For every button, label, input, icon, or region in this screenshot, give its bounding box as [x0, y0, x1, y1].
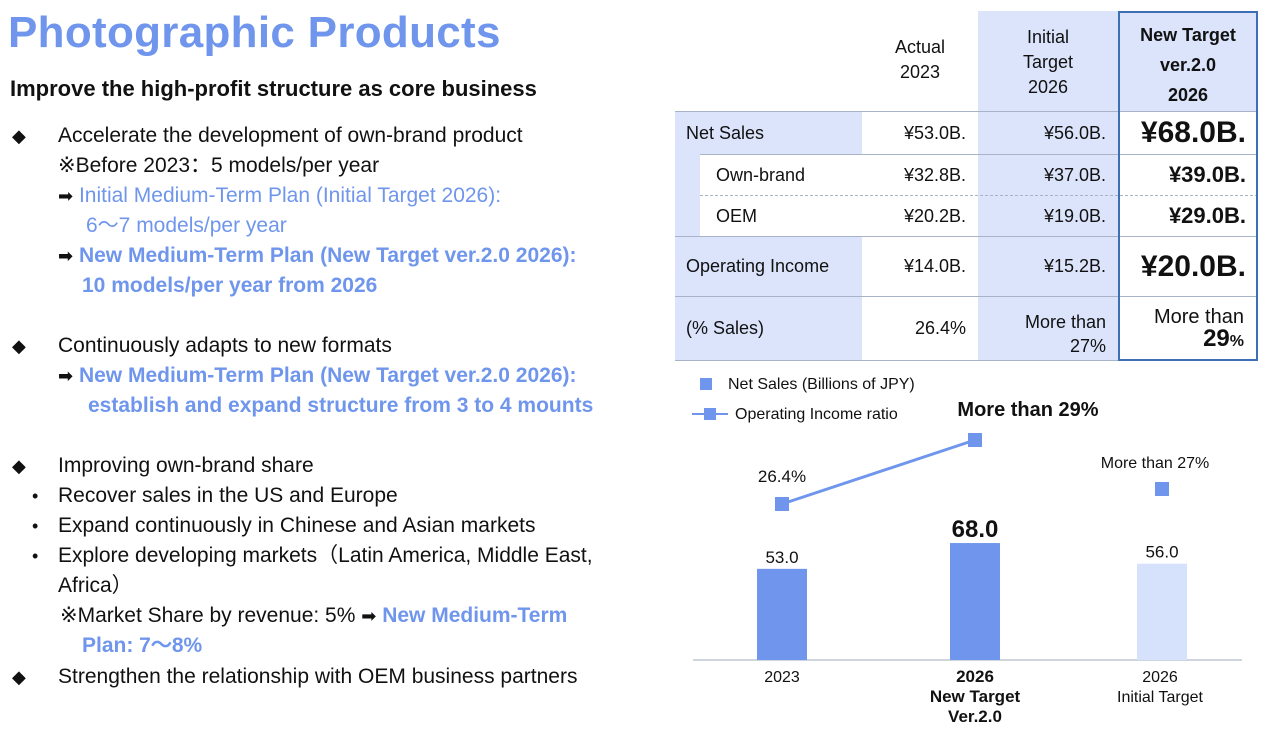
table-divider [700, 195, 1258, 196]
header-new-bg [1118, 11, 1258, 111]
row-label-net-sales: Net Sales [686, 122, 765, 143]
net-sales-bar [1137, 563, 1187, 660]
header-actual: Actual 2023 [894, 37, 946, 82]
oem-initial: ¥19.0B. [1043, 205, 1106, 226]
op-ratio-label: More than 27% [1101, 455, 1210, 472]
category-label: New Target [930, 687, 1021, 706]
own-brand-initial: ¥37.0B. [1043, 164, 1106, 185]
page-subtitle: Improve the high-profit structure as cor… [10, 76, 537, 101]
net-sales-actual: ¥53.0B. [903, 122, 966, 143]
market-share-line: ※Market Share by revenue: 5% ➡ New Mediu… [60, 604, 568, 627]
dot-bullet-icon: • [32, 546, 39, 566]
initial-plan-line: ➡ Initial Medium-Term Plan (Initial Targ… [58, 184, 502, 207]
sub-us-europe: Recover sales in the US and Europe [58, 484, 398, 507]
header-initial: Initial Target 2026 [1022, 26, 1074, 97]
bar-value-label: 53.0 [765, 548, 798, 567]
pct-sales-actual: 26.4% [914, 318, 966, 338]
table-divider [675, 236, 1258, 237]
header-new-target: New Target ver.2.0 2026 [1140, 25, 1236, 105]
sub-developing-cont: Africa） [58, 574, 133, 597]
net-sales-bar [757, 568, 807, 660]
own-brand-new: ¥39.0B. [1168, 162, 1246, 187]
legend-net-sales: Net Sales (Billions of JPY) [728, 376, 915, 393]
bullet-own-brand: Accelerate the development of own-brand … [58, 124, 523, 147]
op-income-new: ¥20.0B. [1140, 249, 1246, 283]
category-label: 2023 [764, 669, 800, 686]
op-ratio-label: More than 29% [957, 399, 1098, 421]
formats-plan-line: ➡ New Medium-Term Plan (New Target ver.2… [58, 364, 577, 387]
diamond-bullet-icon: ◆ [12, 126, 26, 146]
own-brand-actual: ¥32.8B. [903, 164, 966, 185]
pct-sales-new: More than 29% [1153, 306, 1244, 352]
oem-actual: ¥20.2B. [903, 205, 966, 226]
net-sales-initial: ¥56.0B. [1043, 122, 1106, 143]
op-ratio-line [781, 438, 976, 506]
bar-value-label: 56.0 [1145, 543, 1178, 562]
arrow-right-icon: ➡ [58, 366, 74, 386]
bullet-oem-partners: Strengthen the relationship with OEM bus… [58, 665, 578, 688]
legend-op-ratio: Operating Income ratio [735, 406, 898, 423]
new-plan-line: ➡ New Medium-Term Plan (New Target ver.2… [58, 244, 577, 267]
table-divider [675, 296, 1258, 297]
table-divider [675, 360, 1258, 361]
table-divider [700, 154, 1258, 155]
arrow-right-icon: ➡ [361, 606, 377, 626]
net-sales-new: ¥68.0B. [1140, 116, 1246, 149]
new-plan-models: 10 models/per year from 2026 [82, 274, 378, 297]
market-share-plan: Plan: 7～8% [82, 634, 203, 657]
op-ratio-point [968, 433, 982, 447]
diamond-bullet-icon: ◆ [12, 667, 26, 687]
op-ratio-point [775, 497, 789, 511]
category-label: 2026 [1142, 669, 1178, 686]
row-label-operating-income: Operating Income [686, 256, 830, 276]
note-before-2023: ※Before 2023：5 models/per year [58, 154, 380, 177]
row-label-oem: OEM [716, 205, 758, 226]
net-sales-bar [950, 543, 1000, 660]
header-initial-bg [978, 11, 1118, 111]
net-sales-chart: 53.0 68.0 56.0 26.4% More than 29% More than … [670, 368, 1267, 748]
op-income-initial: ¥15.2B. [1043, 256, 1106, 276]
diamond-bullet-icon: ◆ [12, 456, 26, 476]
legend-line-swatch [692, 408, 728, 420]
new-target-highlight [1118, 11, 1258, 361]
category-label: Ver.2.0 [948, 707, 1002, 726]
initial-plan-models: 6～7 models/per year [86, 214, 287, 237]
bar-value-label: 68.0 [952, 516, 999, 543]
op-ratio-point [1155, 482, 1169, 496]
bullet-share: Improving own-brand share [58, 454, 314, 477]
chart-svg: 53.0 68.0 56.0 26.4% More than 29% More than … [693, 399, 1242, 726]
dot-bullet-icon: • [32, 516, 39, 536]
diamond-bullet-icon: ◆ [12, 336, 26, 356]
dot-bullet-icon: • [32, 486, 39, 506]
sub-developing: Explore developing markets（Latin America… [58, 544, 593, 567]
pct-sales-initial: More than 27% [1024, 312, 1106, 356]
category-label: 2026 [956, 667, 994, 686]
arrow-right-icon: ➡ [58, 186, 74, 206]
oem-new: ¥29.0B. [1168, 203, 1246, 228]
bullet-new-formats: Continuously adapts to new formats [58, 334, 392, 357]
table-divider [675, 111, 1258, 112]
sub-china-asia: Expand continuously in Chinese and Asian… [58, 514, 536, 537]
formats-plan-mounts: establish and expand structure from 3 to… [88, 394, 594, 417]
page-title: Photographic Products [8, 8, 501, 57]
op-income-actual: ¥14.0B. [903, 256, 966, 276]
row-label-own-brand: Own-brand [716, 164, 806, 185]
op-ratio-label: 26.4% [758, 467, 806, 486]
arrow-right-icon: ➡ [58, 246, 74, 266]
category-label: Initial Target [1117, 689, 1204, 706]
legend-bar-swatch [700, 378, 712, 390]
row-label-pct-sales: (% Sales) [686, 318, 765, 338]
